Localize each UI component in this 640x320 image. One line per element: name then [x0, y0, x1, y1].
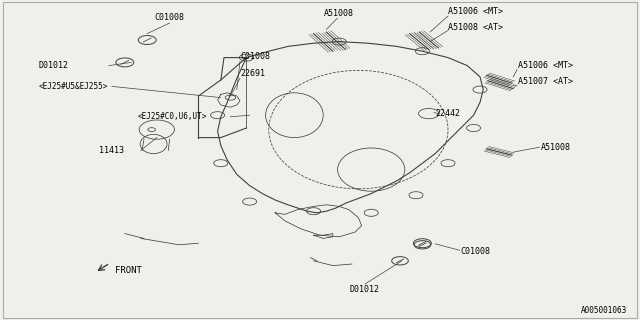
- Text: <EJ25#U5&EJ255>: <EJ25#U5&EJ255>: [38, 82, 108, 91]
- Text: 22442: 22442: [435, 109, 460, 118]
- Text: A51008: A51008: [324, 9, 354, 18]
- Text: A51006 <MT>: A51006 <MT>: [518, 61, 573, 70]
- Text: D01012: D01012: [350, 285, 380, 294]
- Text: A005001063: A005001063: [581, 306, 627, 315]
- Text: 22691: 22691: [240, 69, 265, 78]
- Text: A51008 <AT>: A51008 <AT>: [448, 23, 503, 32]
- Text: A51006 <MT>: A51006 <MT>: [448, 7, 503, 16]
- Text: C01008: C01008: [155, 13, 184, 22]
- Text: A51007 <AT>: A51007 <AT>: [518, 77, 573, 86]
- Text: D01012: D01012: [38, 61, 68, 70]
- Text: FRONT: FRONT: [115, 266, 142, 275]
- Text: <EJ25#C0,U6,UT>: <EJ25#C0,U6,UT>: [138, 112, 207, 121]
- Text: C01008: C01008: [240, 52, 270, 61]
- Text: C01008: C01008: [461, 247, 491, 256]
- Text: A51008: A51008: [541, 143, 571, 152]
- Text: 11413: 11413: [99, 146, 124, 155]
